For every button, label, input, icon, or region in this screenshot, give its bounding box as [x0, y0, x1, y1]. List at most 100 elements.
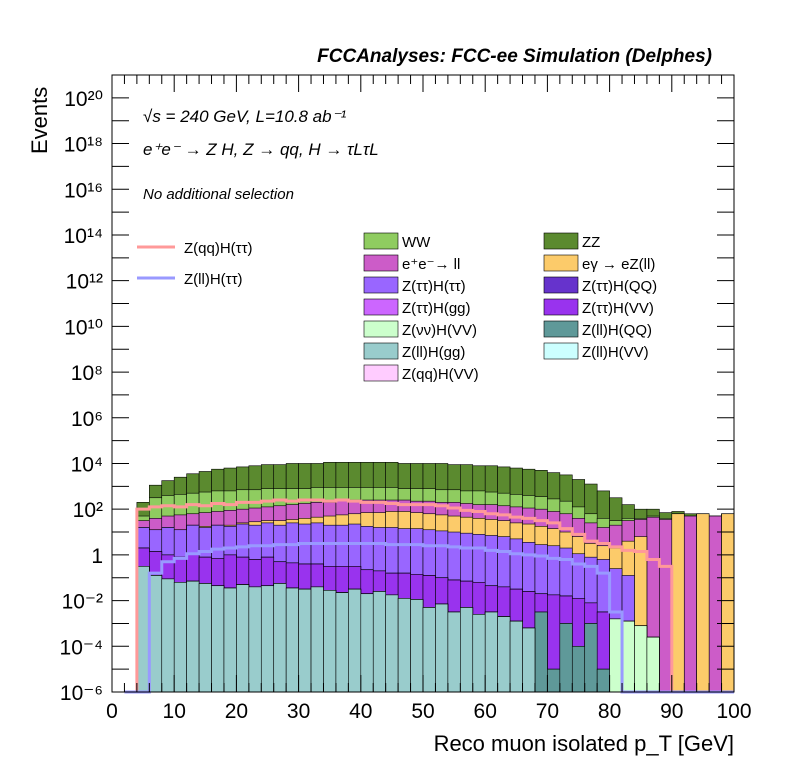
stack-bar [385, 594, 399, 693]
legend-fill-swatch [363, 342, 399, 360]
stack-bar [360, 593, 374, 693]
x-tick-label: 50 [411, 700, 434, 723]
stack-bar [285, 587, 299, 693]
legend-fill-label: Z(ττ)H(QQ) [582, 278, 657, 295]
stack-bar [472, 614, 486, 693]
legend-fill-label: Z(ττ)H(gg) [402, 300, 471, 317]
y-tick-label: 10¹⁰ [64, 316, 103, 339]
stack-bar [621, 620, 635, 693]
stack-bar [298, 588, 312, 693]
stack-bar [435, 603, 449, 693]
x-tick-label: 70 [536, 700, 559, 723]
x-tick-label: 10 [163, 700, 186, 723]
stack-bar [335, 592, 349, 693]
stack-bar [559, 623, 573, 693]
stack-bar [198, 583, 212, 693]
legend-line-label: Z(ll)H(ττ) [184, 271, 243, 288]
x-tick-label: 0 [106, 700, 118, 723]
legend-fill-swatch [543, 342, 579, 360]
legend-line-label: Z(qq)H(ττ) [184, 240, 253, 257]
stack-bar [236, 584, 250, 693]
stack-bar [223, 587, 237, 693]
stack-bar [149, 575, 163, 693]
signal-line-layer [124, 498, 734, 694]
stack-bar [323, 590, 337, 693]
legend-fill-label: Z(ττ)H(ττ) [402, 278, 466, 295]
stack-bar [173, 582, 187, 693]
stack-bar [534, 611, 548, 693]
legend-fill-label: Z(ll)H(QQ) [582, 322, 652, 339]
stack-bar [708, 515, 722, 693]
y-tick-label: 10⁶ [71, 408, 103, 431]
x-tick-label: 60 [474, 700, 497, 723]
stack-bar [609, 618, 623, 693]
signal-line-z-qq-h [124, 498, 734, 694]
legend-fill-swatch [543, 320, 579, 338]
selection-annotation: No additional selection [143, 186, 294, 203]
stack-bar [161, 578, 175, 693]
stack-bar [721, 513, 735, 693]
stack-bar [696, 513, 710, 693]
legend-fill-label: Z(ll)H(VV) [582, 344, 649, 361]
stack-bar [522, 627, 536, 693]
legend-fill-swatch [363, 320, 399, 338]
legend-fill-swatch [363, 298, 399, 316]
legend-fill-label: eγ → eZ(ll) [582, 256, 655, 273]
stack-bar [509, 620, 523, 693]
stack-bar [397, 598, 411, 693]
stack-bar [410, 599, 424, 693]
stack-bar [460, 607, 474, 693]
stack-bar [547, 668, 561, 693]
stack-bar [372, 591, 386, 693]
stack-bar [186, 580, 200, 693]
legend-fill-swatch [363, 364, 399, 382]
stack-bar [671, 513, 685, 693]
stack-bar [248, 586, 262, 693]
legend-fill-swatch [543, 254, 579, 272]
x-tick-label: 90 [660, 700, 683, 723]
stack-bar [348, 588, 362, 693]
signal-line-z-ll-h [124, 541, 734, 694]
y-tick-label: 10⁴ [71, 453, 103, 476]
legend-fill-swatch [363, 276, 399, 294]
stack-bar [659, 519, 673, 693]
y-tick-label: 10²⁰ [64, 88, 103, 111]
legend-fill-swatch [543, 276, 579, 294]
legend-fill-label: WW [402, 234, 431, 251]
x-tick-label: 80 [598, 700, 621, 723]
legend-fill-label: Z(ττ)H(VV) [582, 300, 654, 317]
y-tick-label: 10¹⁴ [64, 225, 103, 248]
y-tick-label: 10⁻² [62, 591, 103, 614]
stack-bar [422, 607, 436, 693]
stack-bar [260, 585, 275, 693]
chart-title: FCCAnalyses: FCC-ee Simulation (Delphes) [317, 46, 712, 67]
process-annotation: e⁺e⁻ → Z H, Z → qq, H → τLτL [143, 140, 379, 159]
y-tick-label: 10⁸ [71, 362, 103, 385]
stack-bar [484, 611, 498, 693]
x-axis: 0 10 20 30 40 50 60 70 80 90 100 [106, 75, 752, 723]
y-tick-label: 10² [73, 499, 103, 522]
stack-bar [497, 616, 511, 693]
stack-bar [683, 515, 697, 693]
stack-bar [596, 668, 610, 693]
stack-z-ll-h-gg [136, 566, 536, 693]
legend-fill-swatch [363, 232, 399, 250]
legend-fill-label: ZZ [582, 234, 600, 251]
stack-bar [646, 636, 660, 693]
stack-bar [634, 625, 648, 693]
legend-fill-label: Z(qq)H(VV) [402, 366, 479, 383]
stack-bar [310, 586, 324, 693]
legend-fill-swatch [543, 232, 579, 250]
stack-layer [136, 462, 735, 693]
stack-bar [571, 645, 586, 693]
x-tick-label: 20 [225, 700, 248, 723]
y-axis: 10⁻⁶ 10⁻⁴ 10⁻² 1 10² 10⁴ 10⁶ 10⁸ 10¹⁰ 10¹² 10¹⁴ 10¹… [60, 88, 734, 705]
legend-fill-label: e⁺e⁻→ ll [402, 256, 460, 273]
y-tick-label: 10⁻⁶ [60, 682, 103, 705]
legend-fill-swatch [363, 254, 399, 272]
x-axis-label: Reco muon isolated p_T [GeV] [434, 731, 734, 756]
energy-annotation: √s = 240 GeV, L=10.8 ab⁻¹ [143, 107, 347, 126]
legend-fill-swatch [543, 298, 579, 316]
y-tick-label: 10¹² [66, 271, 103, 294]
